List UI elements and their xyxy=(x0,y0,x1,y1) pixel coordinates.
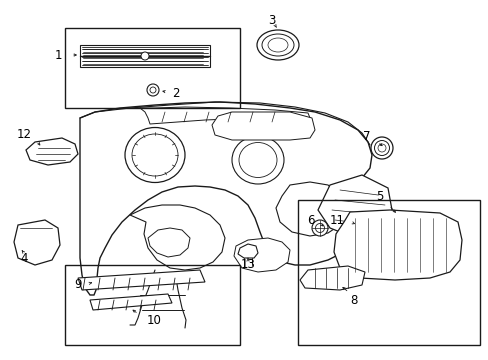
Bar xyxy=(65,265,240,345)
Text: 2: 2 xyxy=(172,86,179,99)
Text: 7: 7 xyxy=(362,130,369,143)
Polygon shape xyxy=(212,112,314,140)
Polygon shape xyxy=(14,220,60,265)
Ellipse shape xyxy=(257,30,298,60)
Ellipse shape xyxy=(147,84,159,96)
Ellipse shape xyxy=(315,224,324,233)
Bar xyxy=(297,200,479,345)
Polygon shape xyxy=(90,294,172,310)
Polygon shape xyxy=(299,266,364,290)
Text: 13: 13 xyxy=(240,257,255,270)
Ellipse shape xyxy=(231,136,284,184)
Text: 12: 12 xyxy=(17,127,32,140)
Polygon shape xyxy=(234,238,289,272)
Text: 1: 1 xyxy=(54,49,62,62)
Polygon shape xyxy=(148,228,190,257)
Ellipse shape xyxy=(377,144,385,152)
Text: 11: 11 xyxy=(329,213,345,226)
Ellipse shape xyxy=(267,38,287,52)
Ellipse shape xyxy=(262,34,293,56)
Polygon shape xyxy=(317,175,391,238)
Ellipse shape xyxy=(370,137,392,159)
Polygon shape xyxy=(80,45,209,67)
Text: 6: 6 xyxy=(307,213,314,226)
Polygon shape xyxy=(80,102,371,295)
Bar xyxy=(65,28,240,108)
Polygon shape xyxy=(78,270,204,290)
Ellipse shape xyxy=(150,87,156,93)
Ellipse shape xyxy=(311,220,327,236)
Text: 8: 8 xyxy=(350,293,357,306)
Polygon shape xyxy=(275,182,345,236)
Polygon shape xyxy=(130,205,224,270)
Text: 10: 10 xyxy=(147,314,162,327)
Text: 5: 5 xyxy=(376,189,383,202)
Text: 4: 4 xyxy=(20,252,28,265)
Polygon shape xyxy=(238,244,258,258)
Ellipse shape xyxy=(141,52,149,60)
Ellipse shape xyxy=(239,143,276,177)
Text: 9: 9 xyxy=(74,279,82,292)
Ellipse shape xyxy=(374,140,389,156)
Text: 3: 3 xyxy=(268,14,275,27)
Ellipse shape xyxy=(125,127,184,183)
Polygon shape xyxy=(26,138,78,165)
Ellipse shape xyxy=(132,134,178,176)
Polygon shape xyxy=(333,210,461,280)
